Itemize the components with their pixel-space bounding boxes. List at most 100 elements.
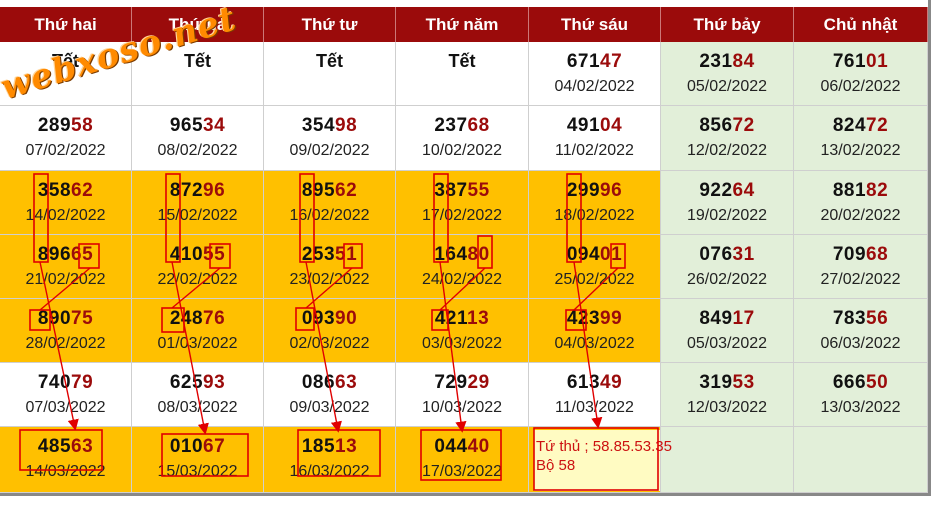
result-date: 09/03/2022 <box>289 399 370 416</box>
result-date: 27/02/2022 <box>820 271 901 288</box>
result-date: 25/02/2022 <box>554 271 635 288</box>
result-cell: 31953 12/03/2022 <box>661 363 794 427</box>
result-number: 35862 <box>0 180 131 202</box>
result-number-tail: 93 <box>203 372 226 393</box>
result-number: 42113 <box>396 308 528 330</box>
result-cell: 74079 07/03/2022 <box>0 363 132 427</box>
result-number-head: 671 <box>566 51 601 72</box>
result-number-tail: 58 <box>71 115 94 136</box>
result-number: 31953 <box>661 372 793 394</box>
result-cell <box>794 427 928 493</box>
result-date: 08/02/2022 <box>157 142 238 159</box>
result-number: 96534 <box>132 115 263 137</box>
result-number-head: 421 <box>434 308 467 329</box>
result-cell: 42113 03/03/2022 <box>396 299 529 363</box>
result-cell: 35862 14/02/2022 <box>0 171 132 235</box>
result-date: 13/03/2022 <box>820 399 901 416</box>
result-date: 16/02/2022 <box>289 207 370 224</box>
result-number-tail: 31 <box>732 244 755 265</box>
result-date: 15/03/2022 <box>157 463 238 480</box>
result-number-head: 354 <box>301 115 336 136</box>
result-date: 01/03/2022 <box>157 335 238 352</box>
result-number-head: 185 <box>301 436 336 457</box>
result-cell: 87296 15/02/2022 <box>132 171 264 235</box>
result-number-head: 093 <box>301 308 336 329</box>
result-number-tail: 55 <box>203 244 226 265</box>
holiday-label: Tết <box>184 51 211 71</box>
result-number-head: 491 <box>566 115 601 136</box>
result-number-tail: 80 <box>467 244 490 265</box>
result-cell: 92264 19/02/2022 <box>661 171 794 235</box>
result-date: 16/03/2022 <box>289 463 370 480</box>
result-cell: 18513 16/03/2022 <box>264 427 396 493</box>
result-number-tail: 62 <box>71 180 94 201</box>
result-date: 04/02/2022 <box>554 78 635 95</box>
result-number-head: 485 <box>37 436 72 457</box>
result-number: 82472 <box>794 115 927 137</box>
result-date: 17/02/2022 <box>421 207 503 224</box>
result-number-head: 094 <box>566 244 601 265</box>
result-number: 24876 <box>132 308 263 330</box>
result-cell: 78356 06/03/2022 <box>794 299 928 363</box>
result-cell: 04440 17/03/2022 <box>396 427 529 493</box>
prediction-note: Tứ thủ ; 58.85.53.35 Bộ 58 <box>534 430 672 491</box>
result-cell: 28958 07/02/2022 <box>0 106 132 171</box>
result-number-head: 076 <box>699 244 733 265</box>
result-number-tail: 68 <box>467 115 490 136</box>
result-number: 18513 <box>264 436 395 458</box>
result-number: 76101 <box>794 51 927 73</box>
result-cell: 42399 04/03/2022 <box>529 299 661 363</box>
result-date: 10/03/2022 <box>421 399 503 416</box>
result-date: 13/02/2022 <box>820 142 901 159</box>
result-number-tail: 29 <box>467 372 490 393</box>
result-number-head: 044 <box>434 436 468 457</box>
result-number: 61349 <box>529 372 660 394</box>
result-number: 89075 <box>0 308 131 330</box>
result-number-tail: 68 <box>866 244 889 265</box>
column-header-6: Thứ bảy <box>661 7 794 42</box>
column-header-3: Thứ tư <box>264 7 396 42</box>
result-number: 29996 <box>529 180 660 202</box>
result-date: 26/02/2022 <box>686 271 768 288</box>
result-number: 42399 <box>529 308 660 330</box>
result-cell: 08663 09/03/2022 <box>264 363 396 427</box>
result-cell: Tết <box>132 42 264 106</box>
result-number: 23768 <box>396 115 528 137</box>
result-number-head: 895 <box>301 180 336 201</box>
result-cell: 62593 08/03/2022 <box>132 363 264 427</box>
result-number-tail: 63 <box>71 436 94 457</box>
column-header-1: Thứ hai <box>0 7 132 42</box>
result-cell: 84917 05/03/2022 <box>661 299 794 363</box>
result-date: 14/02/2022 <box>25 207 106 224</box>
result-number-head: 358 <box>37 180 72 201</box>
result-number: 07631 <box>661 244 793 266</box>
result-number-head: 299 <box>566 180 601 201</box>
result-number: 78356 <box>794 308 927 330</box>
result-number: 09390 <box>264 308 395 330</box>
result-number-head: 423 <box>566 308 601 329</box>
result-cell: 88182 20/02/2022 <box>794 171 928 235</box>
result-number-tail: 13 <box>467 308 490 329</box>
result-number: 23184 <box>661 51 793 73</box>
result-number-tail: 90 <box>335 308 358 329</box>
result-number-head: 086 <box>301 372 336 393</box>
result-number: 89665 <box>0 244 131 266</box>
result-cell: Tết <box>396 42 529 106</box>
result-cell: 16480 24/02/2022 <box>396 235 529 299</box>
result-number-head: 253 <box>301 244 336 265</box>
result-date: 28/02/2022 <box>25 335 106 352</box>
result-number-head: 881 <box>832 180 867 201</box>
result-date: 19/02/2022 <box>686 207 768 224</box>
result-number-tail: 55 <box>467 180 490 201</box>
holiday-label: Tết <box>448 51 476 71</box>
result-number: 48563 <box>0 436 131 458</box>
result-number: 38755 <box>396 180 528 202</box>
result-number-tail: 62 <box>335 180 358 201</box>
result-cell: 23184 05/02/2022 <box>661 42 794 106</box>
result-number-tail: 56 <box>866 308 889 329</box>
result-date: 11/03/2022 <box>555 399 634 416</box>
result-cell: 24876 01/03/2022 <box>132 299 264 363</box>
result-number-tail: 72 <box>866 115 889 136</box>
column-header-2: Thứ ba <box>132 7 264 42</box>
result-cell: 38755 17/02/2022 <box>396 171 529 235</box>
